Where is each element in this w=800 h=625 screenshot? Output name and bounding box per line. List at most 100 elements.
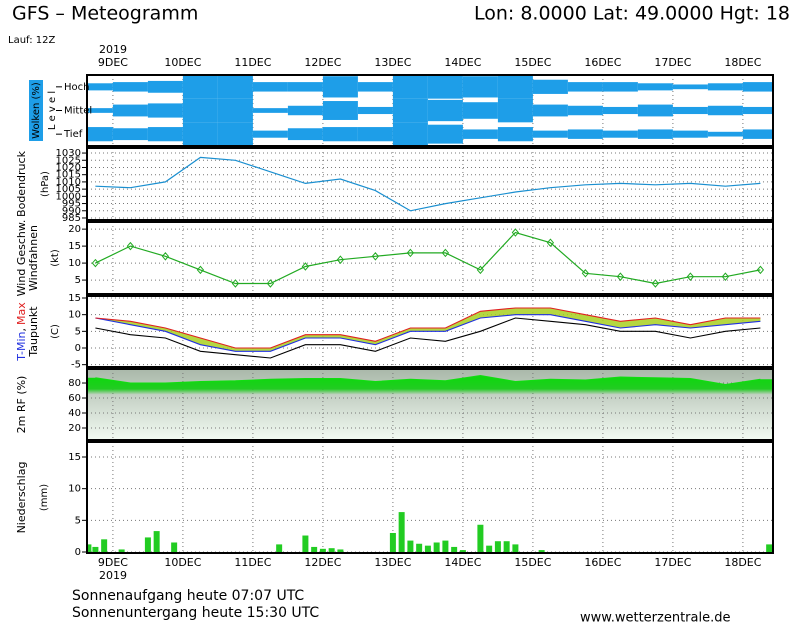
bar xyxy=(311,546,318,552)
cloud-cover xyxy=(87,108,113,113)
bar xyxy=(153,531,160,552)
cloud-cover xyxy=(112,82,148,92)
bar xyxy=(144,537,151,552)
bar xyxy=(407,540,414,552)
cloud-cover xyxy=(147,103,183,118)
y-tick-label: 1010 xyxy=(56,177,81,188)
cloud-cover xyxy=(742,129,773,139)
x-tick-label: 13DEC xyxy=(374,56,411,69)
cloud-cover xyxy=(567,129,603,139)
panel-frame xyxy=(86,221,774,295)
level-label: Hoch xyxy=(64,82,89,93)
bar xyxy=(398,512,405,552)
x-tick-label: 18DEC xyxy=(724,556,761,569)
line xyxy=(95,314,761,352)
cloud-cover xyxy=(462,76,498,98)
y-tick-label: 15 xyxy=(68,293,81,304)
marker xyxy=(546,238,555,247)
cloud-cover xyxy=(497,98,533,123)
legend-separator: , xyxy=(15,328,28,332)
panel-frame xyxy=(86,74,774,147)
cloud-cover xyxy=(742,82,773,92)
x-tick-label: 17DEC xyxy=(654,56,691,69)
series-label: T-Min, Max xyxy=(15,302,28,362)
min-max-band xyxy=(95,308,761,352)
cloud-cover xyxy=(602,106,638,115)
marker xyxy=(266,279,275,288)
bar xyxy=(276,544,283,552)
cloud-cover xyxy=(147,80,183,93)
cloud-cover xyxy=(532,79,568,94)
cloud-cover xyxy=(322,101,358,120)
line xyxy=(95,231,761,285)
legend-entry: T-Min xyxy=(15,332,28,362)
axis-label: Windfahnen xyxy=(27,225,40,291)
cloud-label: Wolken (%) xyxy=(31,82,42,139)
cloud-cover xyxy=(602,130,638,138)
cloud-cover xyxy=(217,122,253,146)
cloud-cover xyxy=(287,128,323,141)
x-tick-label: 12DEC xyxy=(304,556,341,569)
line xyxy=(95,317,761,359)
humidity-area xyxy=(87,375,773,440)
bar xyxy=(118,549,125,552)
y-tick-label: 1030 xyxy=(56,148,81,159)
location: Lon: 8.0000 Lat: 49.0000 Hgt: 18 xyxy=(474,3,790,25)
y-tick-label: 0 xyxy=(75,343,81,354)
y-tick-label: 985 xyxy=(62,213,81,224)
cloud-cover xyxy=(392,98,428,123)
cloud-cover xyxy=(427,124,463,144)
bar xyxy=(416,543,423,552)
cloud-cover xyxy=(532,130,568,138)
cloud-cover xyxy=(182,122,218,146)
marker xyxy=(406,248,415,258)
sunset: Sonnenuntergang heute 15:30 UTC xyxy=(72,605,319,621)
panel-frame xyxy=(86,295,774,368)
cloud-cover xyxy=(742,106,773,115)
y-tick-label: 40 xyxy=(68,408,81,419)
bar xyxy=(302,535,309,552)
cloud-label-box xyxy=(29,80,43,141)
x-tick-label: 9DEC xyxy=(98,556,128,569)
y-tick-label: 20 xyxy=(68,224,81,235)
cloud-cover xyxy=(147,127,183,142)
y-tick-label: 1020 xyxy=(56,162,81,173)
series-label: Wind Geschw. xyxy=(15,220,28,297)
bar xyxy=(87,544,92,552)
cloud-cover xyxy=(707,105,743,116)
y-tick-label: 1015 xyxy=(56,170,81,181)
run: Lauf: 12Z xyxy=(8,35,55,46)
bar xyxy=(389,532,396,552)
cloud-cover xyxy=(357,106,393,115)
bar xyxy=(337,549,344,552)
plot-area xyxy=(87,75,773,553)
cloud-cover xyxy=(217,75,253,99)
y-tick-label: 5 xyxy=(75,326,81,337)
website: www.wetterzentrale.de xyxy=(580,611,730,625)
y-tick-label: 0 xyxy=(75,547,81,558)
year: 2019 xyxy=(99,43,127,56)
cloud-cover xyxy=(87,127,113,142)
cloud-cover xyxy=(707,131,743,137)
axis-label: 2m RF (%) xyxy=(15,376,28,434)
bar xyxy=(494,541,501,552)
marker xyxy=(126,241,135,251)
cloud-cover xyxy=(707,83,743,91)
x-tick-label: 10DEC xyxy=(164,556,201,569)
panel-frame xyxy=(86,147,774,221)
y-tick-label: 15 xyxy=(68,452,81,463)
y-tick-label: 15 xyxy=(68,241,81,252)
cloud-cover xyxy=(567,105,603,116)
marker xyxy=(301,262,310,271)
x-tick-label: 15DEC xyxy=(514,56,551,69)
x-tick-label: 18DEC xyxy=(724,56,761,69)
cloud-cover xyxy=(567,82,603,92)
marker xyxy=(581,269,590,278)
marker xyxy=(651,279,660,288)
cloud-cover xyxy=(637,129,673,139)
y-tick-label: 80 xyxy=(68,378,81,389)
marker xyxy=(616,272,625,281)
x-tick-label: 16DEC xyxy=(584,556,621,569)
bar xyxy=(766,544,773,552)
y-tick-label: 60 xyxy=(68,393,81,404)
